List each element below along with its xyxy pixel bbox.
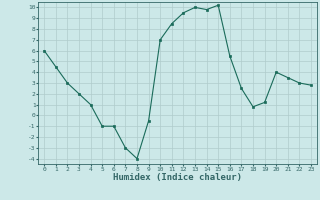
X-axis label: Humidex (Indice chaleur): Humidex (Indice chaleur) [113, 173, 242, 182]
